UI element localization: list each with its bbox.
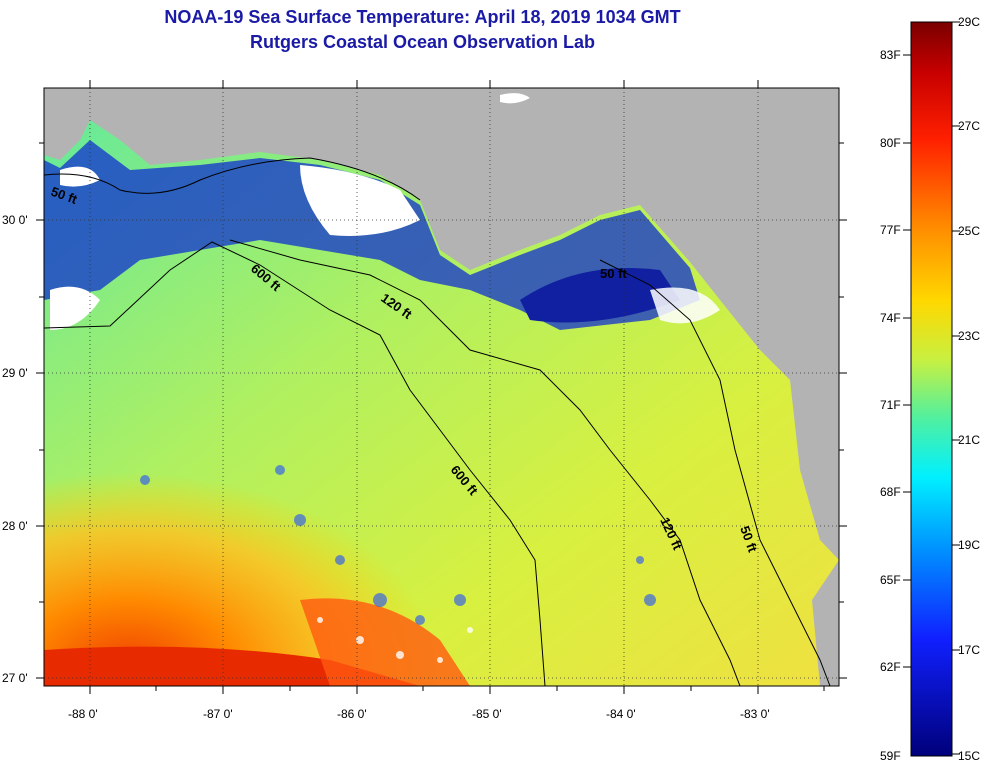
x-tick-label: -85 0' (472, 707, 502, 721)
cloud-patch-west (50, 286, 100, 330)
graticule (44, 88, 839, 686)
x-tick-label: -86 0' (337, 707, 367, 721)
cloud-patch-nw (60, 166, 100, 187)
colorbar-f-label: 77F (880, 223, 901, 237)
colorbar-f-label: 65F (880, 573, 901, 587)
colorbar-f-label: 80F (880, 136, 901, 150)
hot-strip (44, 646, 420, 686)
cold-coastal-band (44, 140, 700, 330)
cold-bay (520, 268, 680, 323)
map-subtitle: Rutgers Coastal Ocean Observation Lab (249, 32, 596, 52)
coastline (44, 157, 421, 201)
colorbar-f-label: 59F (880, 749, 901, 763)
color-bar-ticks (903, 21, 960, 755)
y-tick-label: 27 0' (2, 671, 28, 685)
sst-field (44, 88, 839, 686)
cloud-patch-east (650, 287, 720, 324)
x-tick-label: -87 0' (203, 707, 233, 721)
land-mass (44, 88, 839, 560)
colorbar-c-label: 27C (958, 119, 980, 133)
colorbar-f-label: 83F (880, 48, 901, 62)
colorbar-c-label: 15C (958, 749, 980, 763)
map-frame (43, 87, 840, 687)
x-tick-label: -88 0' (68, 707, 98, 721)
contour-600ft (44, 241, 546, 686)
cloud-patch-north (500, 93, 530, 104)
colorbar-c-label: 23C (958, 329, 980, 343)
colorbar-c-label: 21C (958, 433, 980, 447)
y-tick-label: 30 0' (2, 213, 28, 227)
contour-120ft (229, 239, 741, 686)
map-title: NOAA-19 Sea Surface Temperature: April 1… (164, 7, 681, 27)
y-tick-label: 28 0' (2, 519, 28, 533)
colorbar-c-label: 29C (958, 15, 980, 29)
colorbar-c-label: 25C (958, 224, 980, 238)
x-tick-label: -83 0' (740, 707, 770, 721)
colorbar-f-label: 62F (880, 660, 901, 674)
x-tick-label: -84 0' (606, 707, 636, 721)
colorbar-f-label: 68F (880, 485, 901, 499)
contour-label-50a: 50 ft (600, 266, 627, 281)
colorbar-f-label: 74F (880, 311, 901, 325)
warm-eddies (300, 598, 470, 686)
axis-ticks (36, 80, 847, 694)
cloud-white (317, 617, 473, 663)
color-bar (910, 21, 953, 757)
cloud-speckles (140, 465, 656, 625)
land-southeast (812, 560, 839, 686)
y-tick-label: 29 0' (2, 366, 28, 380)
colorbar-c-label: 17C (958, 643, 980, 657)
cloud-patch (300, 165, 420, 236)
contour-50ft (599, 259, 831, 686)
colorbar-f-label: 71F (880, 398, 901, 412)
colorbar-c-label: 19C (958, 538, 980, 552)
